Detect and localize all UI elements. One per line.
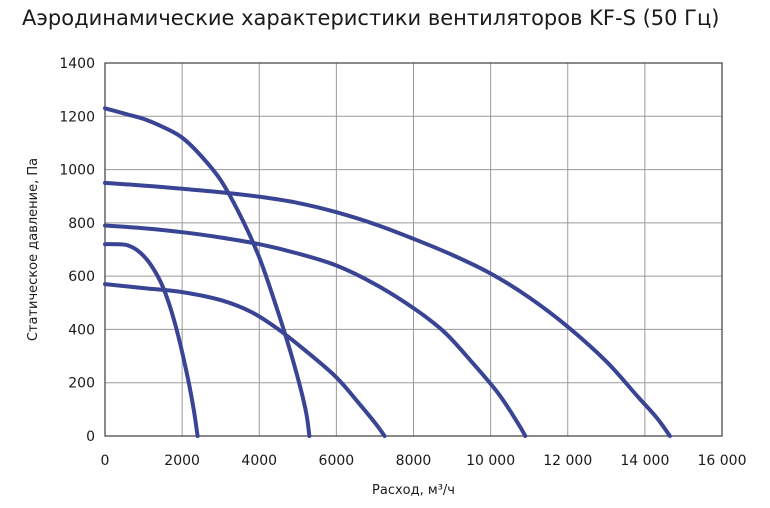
fan-curve-1 (103, 242, 200, 438)
x-tick-label: 0 (101, 453, 110, 469)
x-tick-label: 16 000 (698, 453, 747, 469)
y-tick-label: 1400 (59, 56, 95, 72)
series-lines (103, 106, 672, 438)
fan-curve-3 (103, 106, 312, 438)
y-tick-label: 1000 (59, 163, 95, 179)
y-tick-label: 800 (68, 216, 95, 232)
x-axis-label: Расход, м³/ч (372, 483, 455, 498)
y-tick-label: 200 (68, 376, 95, 392)
x-tick-label: 14 000 (620, 453, 669, 469)
fan-curve-2 (103, 282, 387, 438)
grid-lines (105, 63, 722, 436)
y-tick-label: 400 (68, 322, 95, 338)
y-axis-label: Статическое давление, Па (26, 158, 41, 341)
x-tick-label: 4000 (241, 453, 277, 469)
y-tick-label: 1200 (59, 109, 95, 125)
x-tick-label: 2000 (164, 453, 200, 469)
x-tick-label: 6000 (319, 453, 355, 469)
x-tick-label: 8000 (396, 453, 432, 469)
fan-curve-4 (103, 223, 528, 438)
x-tick-label: 10 000 (466, 453, 515, 469)
chart-title: Аэродинамические характеристики вентилят… (22, 6, 720, 30)
y-axis-ticks: 0 200 400 600 800 1000 1200 1400 (59, 56, 95, 445)
plot-frame (104, 62, 723, 437)
x-tick-label: 12 000 (543, 453, 592, 469)
y-tick-label: 600 (68, 269, 95, 285)
fan-curve-5 (103, 180, 672, 438)
x-axis-ticks: 0 2000 4000 6000 8000 10 000 12 000 14 000 16 00… (101, 453, 747, 469)
y-tick-label: 0 (86, 429, 95, 445)
